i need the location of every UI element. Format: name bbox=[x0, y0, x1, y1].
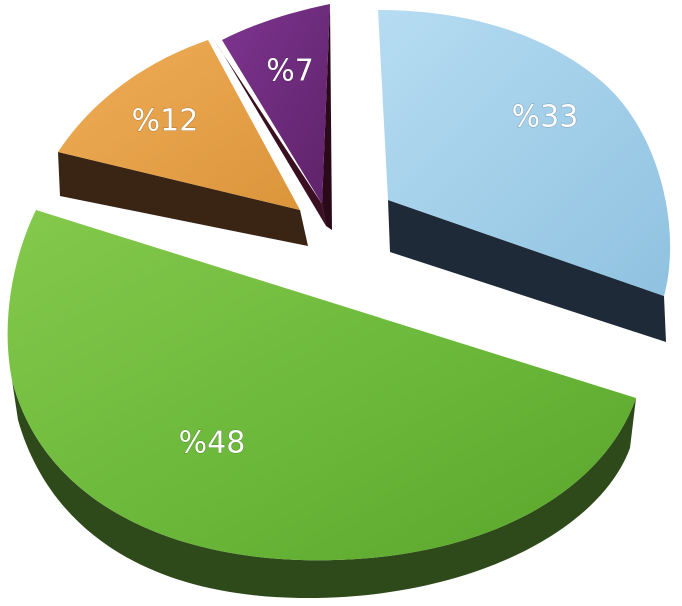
slice-48-top bbox=[7, 210, 637, 561]
slice-48-side bbox=[12, 380, 636, 599]
slice-12-top bbox=[58, 40, 300, 210]
slice-12-side bbox=[58, 152, 308, 246]
slice-33-top bbox=[378, 10, 671, 296]
slice-33-side bbox=[388, 200, 666, 342]
slice-33: %33 bbox=[378, 10, 671, 342]
slice-48-label: %48 bbox=[179, 426, 246, 461]
slice-7: %7 bbox=[210, 4, 332, 230]
slice-48: %48 bbox=[7, 210, 637, 599]
slice-7-side-right bbox=[322, 4, 332, 230]
slice-7-label: %7 bbox=[266, 54, 314, 89]
slice-33-label: %33 bbox=[512, 100, 579, 135]
slice-12: %12 bbox=[58, 40, 308, 246]
slice-12-label: %12 bbox=[132, 104, 199, 139]
slice-7-top bbox=[222, 4, 330, 204]
